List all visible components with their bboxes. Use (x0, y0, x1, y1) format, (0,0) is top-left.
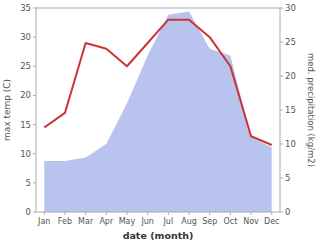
x-tick (251, 212, 252, 215)
chart: 0 5 10 15 20 25 30 35 0 5 10 15 20 25 30 Jan Feb Mar Apr Ma… (0, 0, 318, 247)
y-tick-label: 30 (20, 32, 31, 42)
x-tick-label: Jun (140, 217, 154, 226)
x-tick (271, 212, 272, 215)
y2-tick (280, 178, 283, 179)
x-tick (85, 212, 86, 215)
y-tick-label: 10 (20, 149, 31, 159)
y2-tick-label: 5 (285, 173, 290, 183)
y-tick (33, 37, 36, 38)
x-tick-label: Aug (181, 217, 197, 226)
y2-tick (280, 110, 283, 111)
x-tick-label: Dec (264, 217, 279, 226)
x-tick-label: Jul (163, 217, 174, 226)
y-axis-label: max temp (C) (2, 79, 12, 141)
y-tick (33, 124, 36, 125)
x-tick (147, 212, 148, 215)
x-tick (209, 212, 210, 215)
x-tick-label: Jan (37, 217, 50, 226)
y-tick (33, 182, 36, 183)
y2-tick-label: 10 (285, 139, 296, 149)
y2-axis-label: med. precipitation (kg/m2) (306, 53, 316, 167)
x-axis-label: date (month) (123, 230, 194, 241)
x-tick-label: Nov (243, 217, 259, 226)
y2-tick-label: 15 (285, 105, 296, 115)
y-tick-label: 15 (20, 120, 31, 130)
x-tick (230, 212, 231, 215)
y2-tick (280, 8, 283, 9)
x-tick-label: May (119, 217, 136, 226)
y-tick (33, 8, 36, 9)
y2-tick (280, 42, 283, 43)
y2-tick (280, 144, 283, 145)
x-tick-label: Apr (99, 217, 114, 226)
y2-tick-label: 25 (285, 37, 296, 47)
precipitation-area (44, 11, 271, 212)
x-tick (168, 212, 169, 215)
x-tick-label: Sep (202, 217, 217, 226)
y-tick (33, 212, 36, 213)
x-tick (106, 212, 107, 215)
y2-tick-label: 0 (285, 207, 290, 217)
x-tick-label: Mar (78, 217, 94, 226)
temperature-line (44, 20, 271, 145)
y-tick-label: 5 (26, 178, 31, 188)
x-tick-label: Feb (58, 217, 72, 226)
plot-frame (36, 8, 280, 212)
y2-tick-label: 30 (285, 3, 296, 13)
plot-area (44, 11, 271, 212)
x-tick-label: Oct (223, 217, 237, 226)
x-tick (189, 212, 190, 215)
x-tick (64, 212, 65, 215)
y-tick-label: 25 (20, 61, 31, 71)
y-tick-label: 0 (26, 207, 31, 217)
y-tick-label: 35 (20, 3, 31, 13)
y2-tick (280, 76, 283, 77)
y2-tick-label: 20 (285, 71, 296, 81)
x-tick (44, 212, 45, 215)
y-tick (33, 153, 36, 154)
y-tick-label: 20 (20, 90, 31, 100)
y2-tick (280, 212, 283, 213)
x-tick (126, 212, 127, 215)
y-tick (33, 95, 36, 96)
y-tick (33, 66, 36, 67)
